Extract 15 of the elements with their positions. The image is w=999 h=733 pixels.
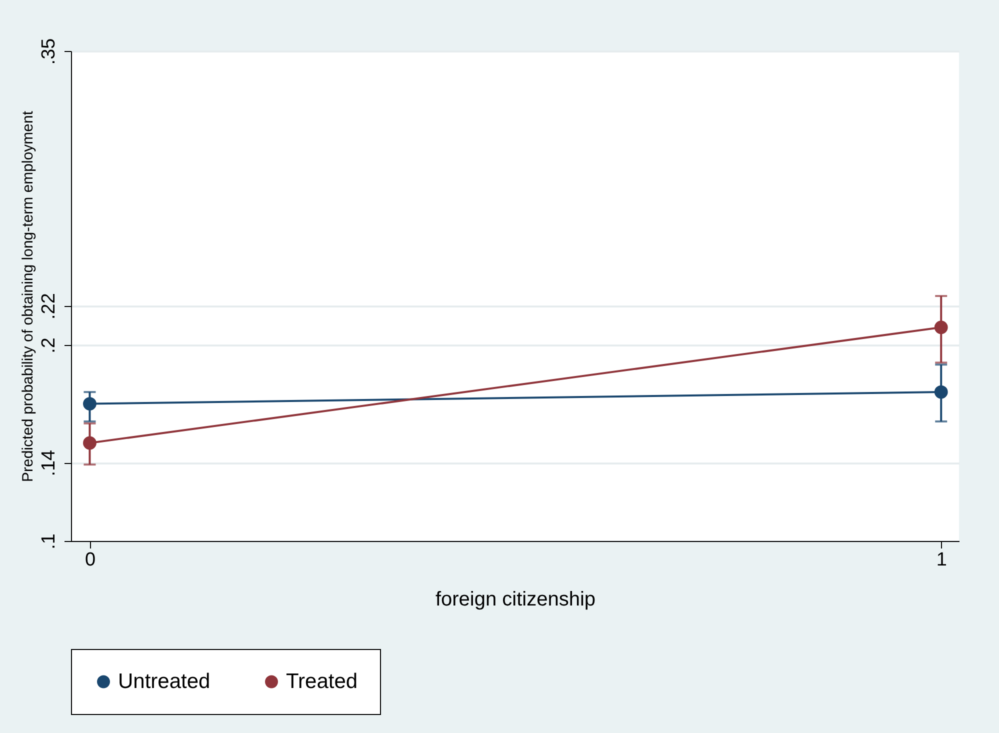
y-tick-label: .14 <box>38 449 60 476</box>
x-tick-label: 0 <box>84 550 96 570</box>
x-axis-title: foreign citizenship <box>435 588 596 610</box>
point <box>83 397 96 410</box>
x-tick-label: 1 <box>936 550 947 570</box>
legend-label: Treated <box>286 670 358 693</box>
legend-label: Untreated <box>118 670 210 693</box>
y-axis-title: Predicted probability of obtaining long-term employment <box>20 110 36 482</box>
y-tick-label: .22 <box>38 293 60 320</box>
y-tick-label: .35 <box>38 38 60 65</box>
y-tick-label: .1 <box>38 534 60 550</box>
y-tick-label: .2 <box>38 338 60 354</box>
point <box>83 436 96 450</box>
point <box>934 385 948 399</box>
point <box>934 320 948 334</box>
